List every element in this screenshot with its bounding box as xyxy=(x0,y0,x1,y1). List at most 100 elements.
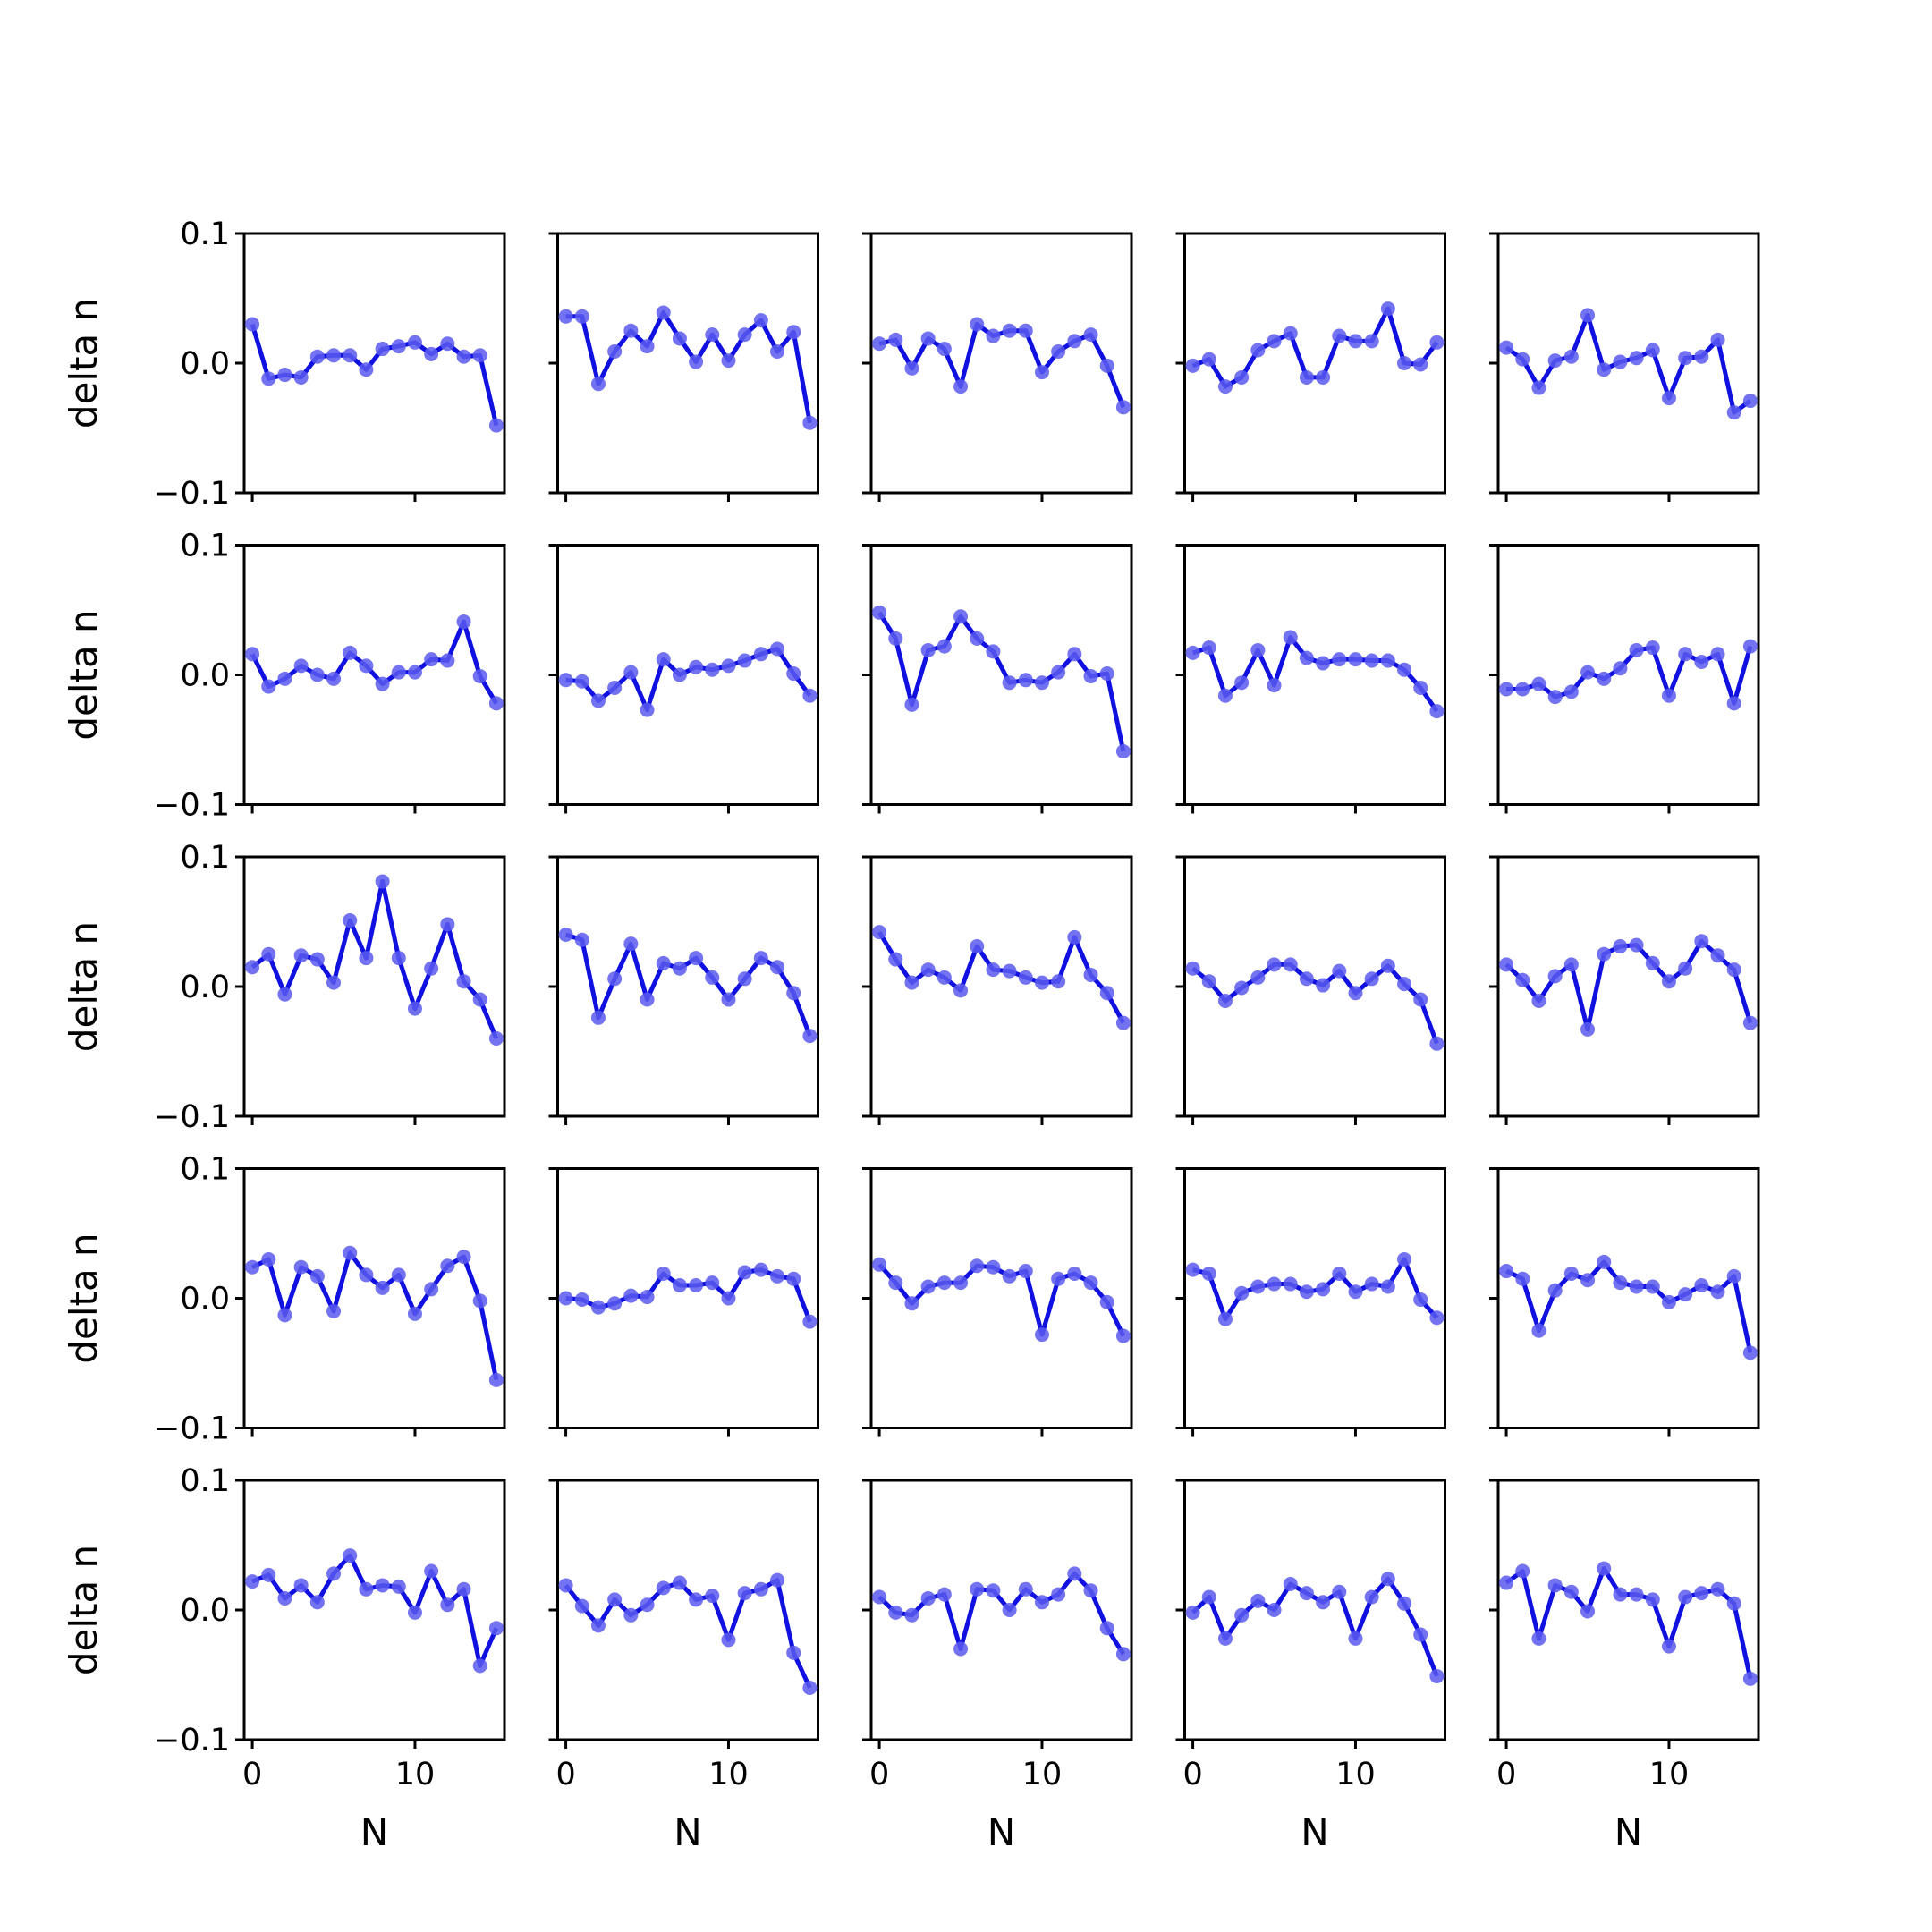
data-point xyxy=(1515,682,1530,697)
data-point xyxy=(1413,357,1428,372)
data-point xyxy=(970,1581,985,1597)
data-point xyxy=(920,1590,936,1606)
data-point xyxy=(1563,349,1579,364)
data-point xyxy=(1201,1589,1216,1605)
data-point xyxy=(1380,653,1395,668)
data-point xyxy=(375,676,390,691)
x-axis-label: N xyxy=(360,1810,388,1854)
data-point xyxy=(986,1259,1001,1275)
data-point xyxy=(1531,1631,1546,1646)
data-point xyxy=(1364,971,1379,987)
data-point xyxy=(872,1589,887,1605)
data-point xyxy=(607,1592,623,1607)
data-point xyxy=(1034,1595,1049,1610)
data-point xyxy=(1217,1311,1233,1326)
data-point xyxy=(770,343,785,359)
data-point xyxy=(970,631,985,646)
data-point xyxy=(737,653,752,668)
data-point xyxy=(1332,1584,1347,1599)
data-point xyxy=(1083,327,1098,343)
data-point xyxy=(872,1257,887,1272)
data-point xyxy=(623,665,639,680)
data-point xyxy=(1115,1647,1131,1662)
data-point xyxy=(936,639,952,654)
y-tick-label: −0.1 xyxy=(154,788,230,824)
y-tick-label: 0.1 xyxy=(180,840,230,876)
data-point xyxy=(607,681,623,695)
data-point xyxy=(1267,334,1282,349)
data-point xyxy=(1429,335,1445,350)
data-point xyxy=(293,658,309,674)
subplot-4-5 xyxy=(1489,1167,1760,1437)
data-point xyxy=(1267,1603,1282,1617)
data-point xyxy=(656,1580,671,1596)
data-point xyxy=(261,1252,276,1267)
data-point xyxy=(936,1587,952,1602)
data-point xyxy=(640,339,655,354)
data-point xyxy=(375,342,390,357)
data-point xyxy=(953,609,969,624)
data-point xyxy=(1380,1279,1395,1294)
data-point xyxy=(1547,690,1563,705)
data-point xyxy=(1185,645,1200,660)
data-point xyxy=(1397,977,1412,992)
data-point xyxy=(1629,937,1644,953)
data-point xyxy=(1613,939,1628,954)
data-point xyxy=(770,1268,785,1284)
data-point xyxy=(326,1566,342,1581)
data-point xyxy=(424,346,439,361)
data-point xyxy=(672,1278,687,1292)
data-point xyxy=(936,970,952,985)
series-line xyxy=(1191,306,1439,389)
data-point xyxy=(590,1618,606,1633)
data-point xyxy=(1613,1587,1628,1602)
series-line xyxy=(877,611,1126,752)
axes-frame xyxy=(1496,855,1760,1118)
subplot-4-4 xyxy=(1175,1167,1446,1437)
data-point xyxy=(1002,323,1017,338)
data-point xyxy=(1515,1563,1530,1579)
data-point xyxy=(1597,1254,1612,1269)
data-point xyxy=(1348,986,1363,1001)
data-point xyxy=(802,1314,818,1329)
data-point xyxy=(872,605,887,620)
data-point xyxy=(558,309,573,324)
data-point xyxy=(488,1372,504,1387)
data-point xyxy=(607,1296,623,1311)
subplot-3-1: −0.1 0.0 0.1 delta n xyxy=(62,840,506,1135)
data-point xyxy=(786,325,801,340)
data-point xyxy=(1531,993,1546,1008)
data-point xyxy=(1067,647,1082,662)
data-point xyxy=(1217,688,1233,703)
data-point xyxy=(1661,688,1676,703)
x-tick-label: 0 xyxy=(1496,1757,1516,1792)
data-point xyxy=(391,1579,406,1594)
series-line xyxy=(1191,1576,1439,1677)
data-point xyxy=(1250,343,1266,358)
data-point xyxy=(802,688,818,703)
data-point xyxy=(1380,301,1395,317)
y-axis-label: delta n xyxy=(62,1545,106,1675)
data-point xyxy=(1332,963,1347,979)
x-tick-label: 10 xyxy=(1649,1757,1690,1792)
data-point xyxy=(456,1581,471,1597)
data-point xyxy=(1115,744,1131,759)
data-point xyxy=(326,1304,342,1318)
data-point xyxy=(1018,1581,1033,1597)
data-point xyxy=(424,1563,439,1579)
data-point xyxy=(1201,640,1216,656)
data-point xyxy=(1299,1284,1314,1300)
data-point xyxy=(986,962,1001,978)
data-point xyxy=(1234,675,1250,691)
series-line xyxy=(877,1571,1126,1656)
data-point xyxy=(1364,653,1379,668)
data-point xyxy=(326,975,342,990)
data-point xyxy=(1083,1275,1098,1291)
data-point xyxy=(1018,673,1033,688)
data-point xyxy=(261,371,276,386)
data-point xyxy=(1099,1294,1114,1309)
data-point xyxy=(309,952,325,967)
data-point xyxy=(1531,676,1546,691)
data-point xyxy=(1051,343,1066,359)
series-line xyxy=(565,1267,812,1323)
